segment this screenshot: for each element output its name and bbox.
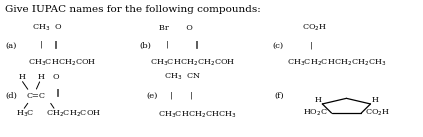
Text: H: H [315, 96, 321, 104]
Text: |       |: | | [165, 92, 193, 100]
Text: |: | [305, 42, 313, 49]
Text: CH$_2$CH$_2$COH: CH$_2$CH$_2$COH [46, 108, 102, 119]
Text: CO$_2$H: CO$_2$H [302, 23, 327, 33]
Text: (d): (d) [5, 92, 17, 100]
Text: CH$_3$  CN: CH$_3$ CN [164, 71, 201, 82]
Text: CH$_3$CHCH$_2$COH: CH$_3$CHCH$_2$COH [28, 58, 96, 68]
Text: Br       O: Br O [159, 24, 192, 32]
Text: Give IUPAC names for the following compounds:: Give IUPAC names for the following compo… [5, 5, 261, 14]
Text: H: H [19, 73, 25, 81]
Text: H: H [371, 96, 378, 104]
Text: CH$_3$CHCH$_2$CH$_2$COH: CH$_3$CHCH$_2$CH$_2$COH [150, 58, 236, 68]
Text: HO$_2$C: HO$_2$C [303, 108, 328, 118]
Text: (b): (b) [140, 42, 152, 49]
Text: CH$_3$CH$_2$CHCH$_2$CH$_2$CH$_3$: CH$_3$CH$_2$CHCH$_2$CH$_2$CH$_3$ [286, 58, 386, 68]
Text: $\parallel$: $\parallel$ [54, 87, 60, 99]
Text: |    $\parallel$: | $\parallel$ [34, 40, 58, 51]
Text: (f): (f) [275, 92, 284, 100]
Text: H: H [38, 73, 45, 81]
Text: (c): (c) [273, 42, 284, 49]
Text: C=C: C=C [27, 92, 46, 100]
Text: CH$_3$CHCH$_2$CHCH$_3$: CH$_3$CHCH$_2$CHCH$_3$ [158, 109, 237, 120]
Text: CO$_2$H: CO$_2$H [365, 108, 390, 118]
Text: O: O [52, 73, 59, 81]
Text: (e): (e) [146, 92, 157, 100]
Text: |          $\parallel$: | $\parallel$ [159, 40, 199, 51]
Text: CH$_3$  O: CH$_3$ O [32, 23, 63, 33]
Text: (a): (a) [5, 42, 16, 49]
Text: H$_3$C: H$_3$C [16, 108, 34, 119]
